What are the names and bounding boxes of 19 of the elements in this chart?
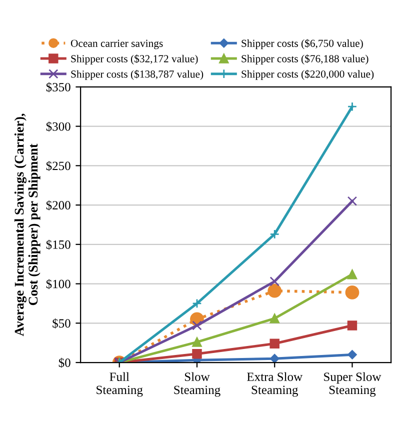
legend-label: Shipper costs ($76,188 value) (242, 54, 368, 64)
legend-label: Shipper costs ($138,787 value) (71, 70, 204, 80)
x-tick-label: Super Slow Steaming (324, 372, 382, 397)
y-tick-label: $50 (52, 318, 70, 328)
y-tick-label: $250 (46, 160, 70, 171)
legend-label: Shipper costs ($220,000 value) (242, 70, 374, 80)
x-tick-label: Full Steaming (96, 372, 143, 397)
y-tick-label: $0 (58, 358, 70, 368)
y-tick-label: $200 (46, 200, 70, 210)
x-tick-label: Slow Steaming (174, 372, 220, 397)
y-tick-label: $350 (46, 82, 70, 92)
y-axis-title: Average Incremental Savings (Carrier), Cost (Shipper) per Shipment (14, 114, 40, 336)
legend-label: Ocean carrier savings (70, 40, 163, 50)
legend-label: Shipper costs ($32,172 value) (71, 54, 198, 65)
y-tick-label: $100 (46, 279, 70, 290)
y-tick-label: $150 (46, 240, 70, 250)
x-tick-label: Extra Slow Steaming (247, 372, 303, 397)
legend-label: Shipper costs ($6,750 value) (242, 39, 363, 50)
y-tick-label: $300 (46, 122, 70, 132)
